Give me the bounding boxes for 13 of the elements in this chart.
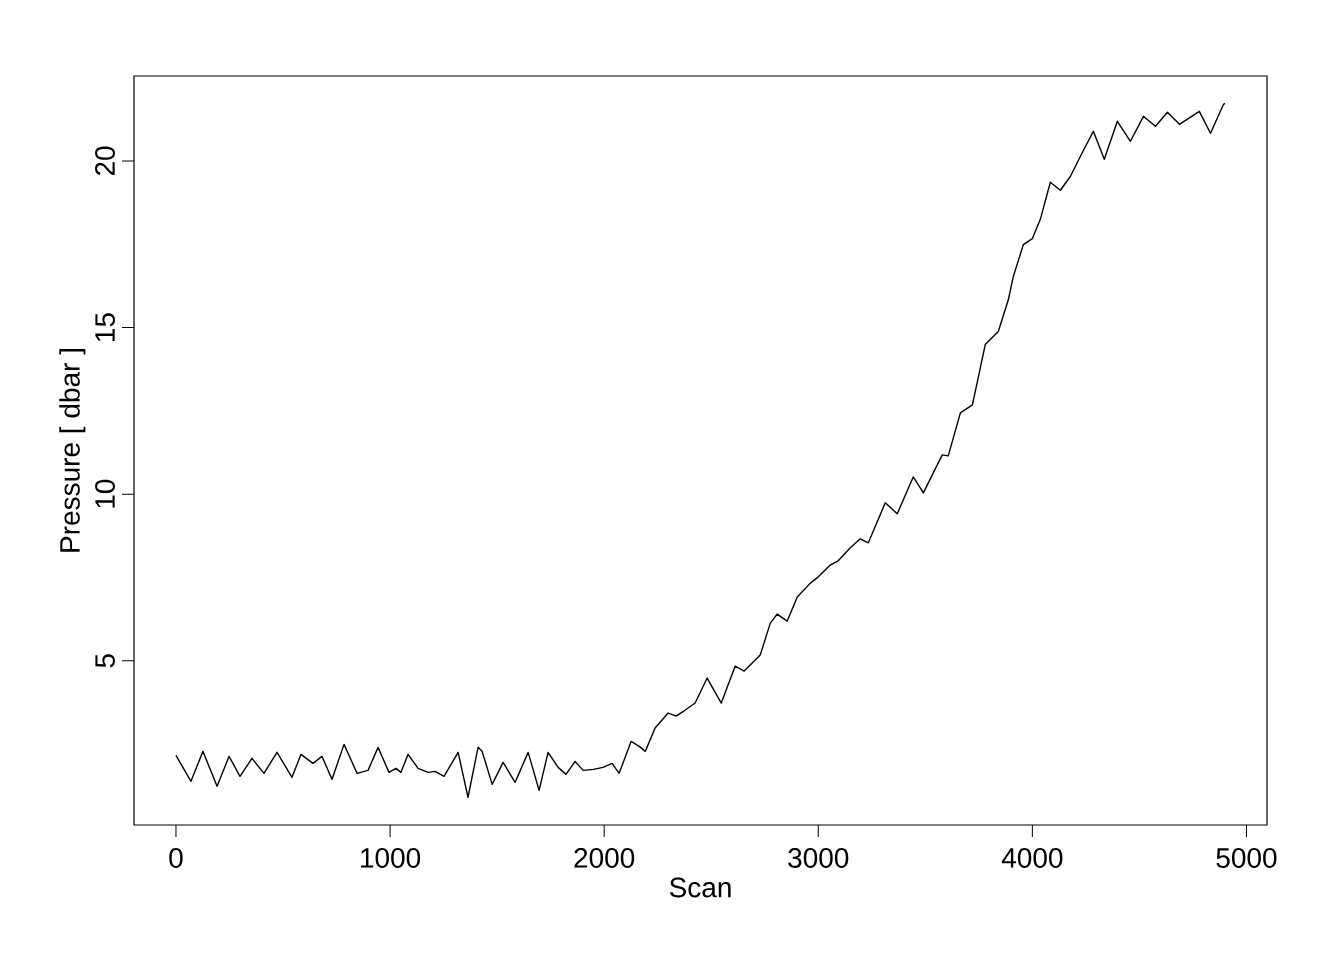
x-tick-label: 0 xyxy=(169,848,183,868)
y-tick-label: 10 xyxy=(95,479,115,508)
y-tick-label: 15 xyxy=(95,313,115,341)
x-tick-label: 1000 xyxy=(361,848,421,868)
y-tick-label: 20 xyxy=(95,146,115,176)
x-tick-label: 5000 xyxy=(1216,848,1277,868)
x-tick-label: 2000 xyxy=(574,848,635,868)
y-axis-title: Pressure [ dbar ] xyxy=(59,349,86,552)
y-tick-label: 5 xyxy=(95,654,115,668)
x-tick-label: 4000 xyxy=(1001,848,1063,868)
x-axis-title: Scan xyxy=(669,877,731,898)
line-series xyxy=(175,102,1226,799)
x-tick-label: 3000 xyxy=(788,848,849,868)
